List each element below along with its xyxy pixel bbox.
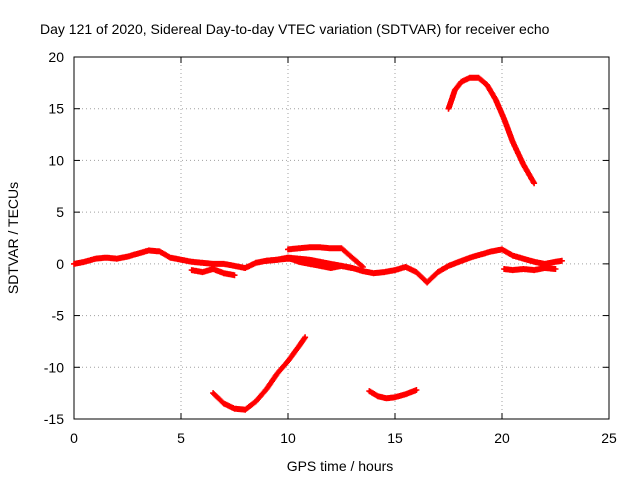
y-tick-label: 10 xyxy=(48,152,64,168)
series-markers xyxy=(285,244,366,270)
x-tick-label: 25 xyxy=(601,430,617,446)
chart-title: Day 121 of 2020, Sidereal Day-to-day VTE… xyxy=(40,21,550,37)
y-tick-label: 15 xyxy=(48,101,64,117)
data-series xyxy=(71,74,565,413)
x-axis-label: GPS time / hours xyxy=(287,458,394,474)
y-tick-label: -10 xyxy=(44,359,64,375)
series-track-3 xyxy=(210,334,309,413)
plot-frame xyxy=(73,56,610,420)
series-markers xyxy=(445,74,538,187)
series-markers xyxy=(366,387,420,402)
grid xyxy=(74,57,609,419)
x-tick-label: 15 xyxy=(387,430,403,446)
x-tick-label: 10 xyxy=(280,430,296,446)
y-axis-label: SDTVAR / TECUs xyxy=(5,182,21,294)
series-markers xyxy=(188,266,238,279)
y-tick-label: 20 xyxy=(48,49,64,65)
series-markers xyxy=(285,254,356,271)
x-tick-label: 20 xyxy=(494,430,510,446)
series-track-8 xyxy=(445,74,538,187)
y-tick-label: 5 xyxy=(56,204,64,220)
series-track-7 xyxy=(366,387,420,402)
x-tick-label: 5 xyxy=(177,430,185,446)
y-tick-label: -5 xyxy=(52,308,65,324)
series-track-6 xyxy=(285,254,356,271)
series-markers xyxy=(501,265,559,274)
x-tick-label: 0 xyxy=(70,430,78,446)
series-track-2 xyxy=(188,266,238,279)
series-track-5 xyxy=(285,244,366,270)
axis-ticks: 0 5 10 15 20 25 -15 -10 -5 0 5 10 15 20 xyxy=(44,49,617,446)
y-tick-label: -15 xyxy=(44,411,64,427)
series-track-9 xyxy=(501,265,559,274)
y-tick-label: 0 xyxy=(56,256,64,272)
series-markers xyxy=(210,334,309,413)
